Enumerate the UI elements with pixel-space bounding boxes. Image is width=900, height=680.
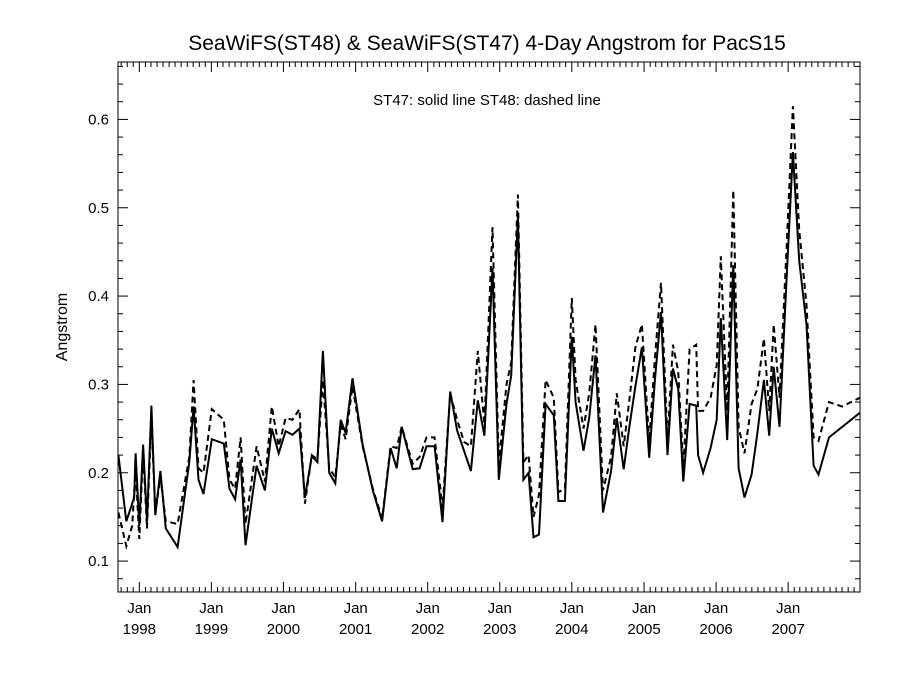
y-tick-label: 0.3 xyxy=(88,376,109,393)
y-tick-label: 0.5 xyxy=(88,200,109,217)
x-tick-label-year: 2000 xyxy=(267,621,300,638)
y-tick-label: 0.6 xyxy=(88,111,109,128)
x-tick-label-year: 2002 xyxy=(411,621,444,638)
x-tick-label-month: Jan xyxy=(127,600,151,617)
chart-title: SeaWiFS(ST48) & SeaWiFS(ST47) 4-Day Angs… xyxy=(188,32,786,55)
x-tick-label-year: 2004 xyxy=(555,621,588,638)
x-tick-label-month: Jan xyxy=(416,600,440,617)
y-tick-label: 0.2 xyxy=(88,465,109,482)
y-tick-label: 0.1 xyxy=(88,553,109,570)
x-tick-label-year: 2003 xyxy=(483,621,516,638)
x-tick-label-month: Jan xyxy=(560,600,584,617)
chart-marks: 0.1 0.2 0.3 0.4 0.5 0.6 Jan 1998 Jan 1999 Jan 2000 J… xyxy=(88,62,861,638)
x-tick-label-year: 2005 xyxy=(627,621,660,638)
line-style-annotation: ST47: solid line ST48: dashed line xyxy=(373,92,601,109)
x-tick-label-year: 1998 xyxy=(123,621,156,638)
x-tick-label-month: Jan xyxy=(776,600,800,617)
y-axis-label: Angstrom xyxy=(54,293,71,361)
y-tick-label: 0.4 xyxy=(88,288,109,305)
x-tick-label-year: 2001 xyxy=(339,621,372,638)
x-tick-label-year: 1999 xyxy=(195,621,228,638)
x-tick-label-month: Jan xyxy=(632,600,656,617)
x-tick-label-year: 2007 xyxy=(771,621,804,638)
series-line-st48 xyxy=(117,106,861,551)
x-tick-label-month: Jan xyxy=(199,600,223,617)
x-tick-label-month: Jan xyxy=(271,600,295,617)
plot-frame xyxy=(117,61,861,593)
x-tick-label-month: Jan xyxy=(704,600,728,617)
x-tick-label-year: 2006 xyxy=(699,621,732,638)
series-line-st47 xyxy=(117,152,861,550)
x-tick-label-month: Jan xyxy=(488,600,512,617)
x-tick-label-month: Jan xyxy=(344,600,368,617)
